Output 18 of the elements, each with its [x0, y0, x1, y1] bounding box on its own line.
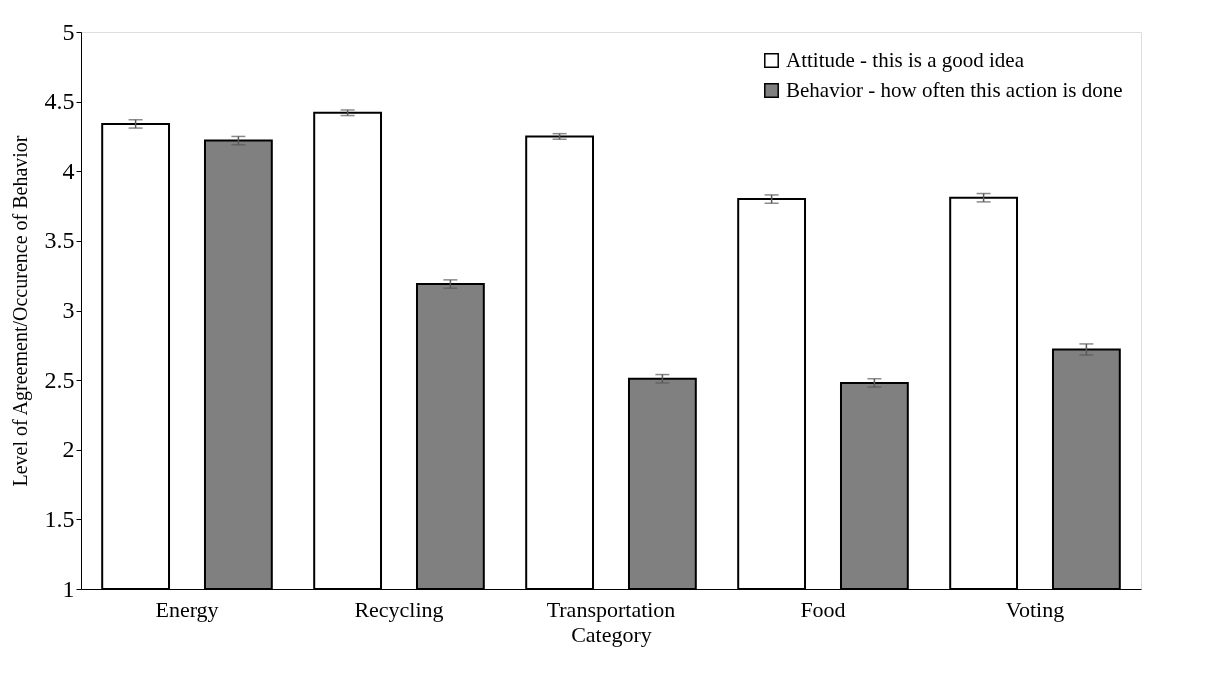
y-tick-label: 5: [62, 18, 75, 45]
x-tick-label: Recycling: [354, 596, 444, 622]
y-tick-label: 4.5: [44, 88, 75, 115]
legend-label: Behavior - how often this action is done: [786, 77, 1123, 102]
y-tick-label: 4: [62, 157, 75, 184]
y-tick-label: 1: [62, 575, 75, 602]
y-tick-label: 2: [62, 436, 75, 463]
y-tick-label: 3: [62, 297, 75, 323]
x-tick-label: Voting: [1005, 596, 1065, 622]
y-tick-label: 2.5: [44, 366, 75, 393]
y-tick-label: 1.5: [44, 505, 75, 532]
y-tick-label: 3.5: [44, 227, 75, 254]
x-tick-label: Transportation: [546, 596, 676, 622]
legend-label: Attitude - this is a good idea: [786, 47, 1025, 72]
x-tick-label: Food: [800, 596, 846, 622]
x-tick-label: Energy: [155, 596, 219, 622]
x-axis-title: Category: [571, 621, 652, 647]
y-axis-title: Level of Agreement/Occurence of Behavior: [8, 135, 32, 487]
